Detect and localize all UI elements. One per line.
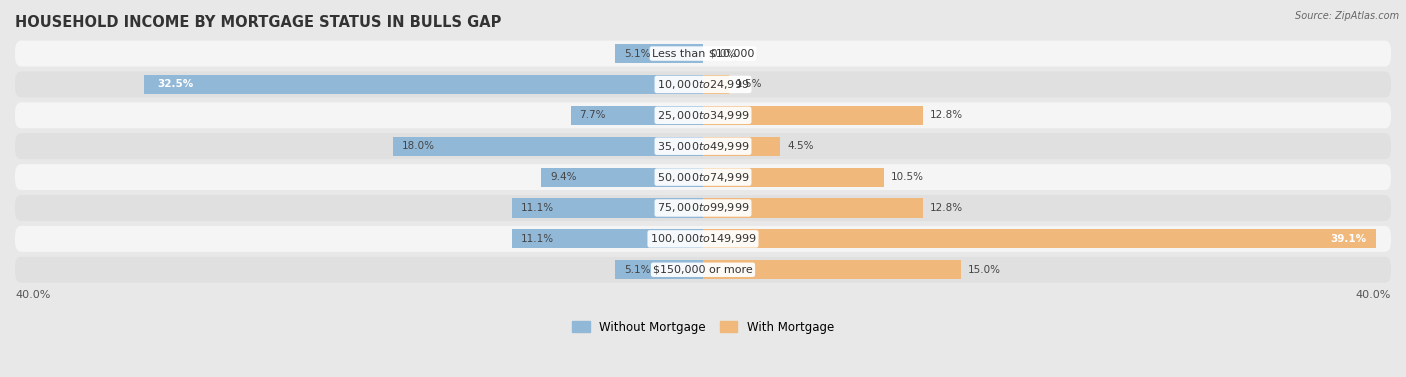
Bar [512, 229, 703, 248]
Text: Source: ZipAtlas.com: Source: ZipAtlas.com [1295, 11, 1399, 21]
FancyBboxPatch shape [15, 72, 1391, 97]
Text: Less than $10,000: Less than $10,000 [652, 49, 754, 58]
FancyBboxPatch shape [15, 257, 1391, 283]
FancyBboxPatch shape [15, 133, 1391, 159]
Text: $75,000 to $99,999: $75,000 to $99,999 [657, 201, 749, 215]
Bar [703, 198, 924, 218]
Text: $10,000 to $24,999: $10,000 to $24,999 [657, 78, 749, 91]
Bar [143, 75, 703, 94]
Text: $50,000 to $74,999: $50,000 to $74,999 [657, 170, 749, 184]
Bar [512, 198, 703, 218]
Text: 40.0%: 40.0% [1355, 290, 1391, 300]
Text: $35,000 to $49,999: $35,000 to $49,999 [657, 140, 749, 153]
Text: 1.5%: 1.5% [735, 80, 762, 89]
Text: 7.7%: 7.7% [579, 110, 606, 120]
Text: 0.0%: 0.0% [710, 49, 737, 58]
Text: $25,000 to $34,999: $25,000 to $34,999 [657, 109, 749, 122]
Text: 32.5%: 32.5% [157, 80, 194, 89]
Legend: Without Mortgage, With Mortgage: Without Mortgage, With Mortgage [572, 321, 834, 334]
Bar [703, 106, 924, 125]
Text: 15.0%: 15.0% [967, 265, 1001, 275]
Bar [703, 75, 728, 94]
Text: 12.8%: 12.8% [929, 110, 963, 120]
Bar [703, 260, 960, 279]
Text: 9.4%: 9.4% [550, 172, 576, 182]
FancyBboxPatch shape [15, 102, 1391, 128]
Bar [703, 167, 883, 187]
Bar [541, 167, 703, 187]
Text: 10.5%: 10.5% [890, 172, 924, 182]
FancyBboxPatch shape [15, 226, 1391, 252]
Text: $150,000 or more: $150,000 or more [654, 265, 752, 275]
Bar [616, 44, 703, 63]
Text: 11.1%: 11.1% [520, 234, 554, 244]
Text: 12.8%: 12.8% [929, 203, 963, 213]
Text: 4.5%: 4.5% [787, 141, 814, 151]
Bar [703, 229, 1375, 248]
Bar [703, 136, 780, 156]
Text: 18.0%: 18.0% [402, 141, 434, 151]
Bar [616, 260, 703, 279]
Text: 11.1%: 11.1% [520, 203, 554, 213]
Text: 5.1%: 5.1% [624, 265, 651, 275]
Text: 5.1%: 5.1% [624, 49, 651, 58]
Bar [394, 136, 703, 156]
FancyBboxPatch shape [15, 41, 1391, 66]
Bar [571, 106, 703, 125]
Text: 40.0%: 40.0% [15, 290, 51, 300]
FancyBboxPatch shape [15, 164, 1391, 190]
Text: HOUSEHOLD INCOME BY MORTGAGE STATUS IN BULLS GAP: HOUSEHOLD INCOME BY MORTGAGE STATUS IN B… [15, 15, 502, 30]
FancyBboxPatch shape [15, 195, 1391, 221]
Text: $100,000 to $149,999: $100,000 to $149,999 [650, 232, 756, 245]
Text: 39.1%: 39.1% [1331, 234, 1367, 244]
